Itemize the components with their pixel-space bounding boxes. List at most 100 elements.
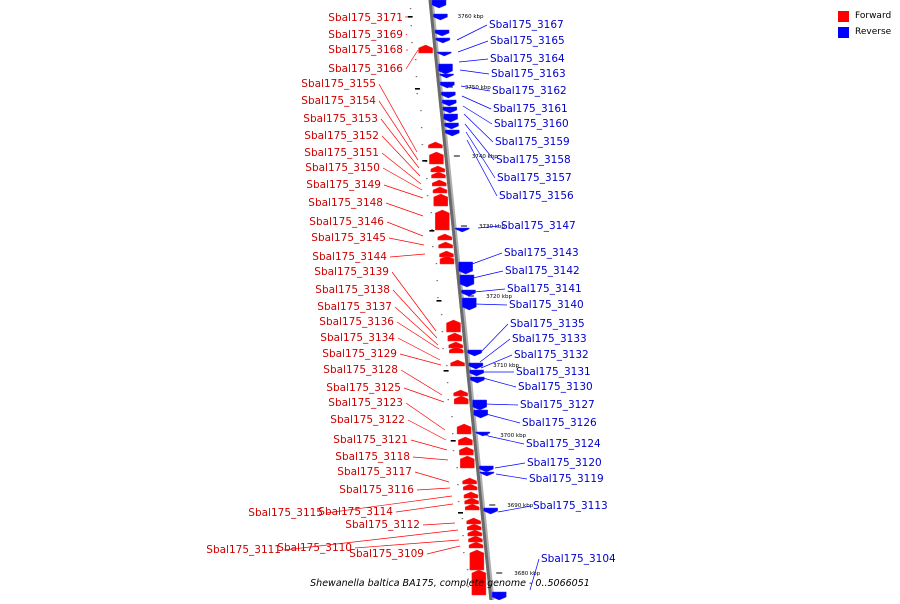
axis-dot bbox=[431, 229, 433, 231]
axis-dot bbox=[416, 93, 418, 95]
reverse-gene-block bbox=[454, 227, 470, 233]
forward-gene-block bbox=[447, 332, 463, 342]
forward-gene-block bbox=[438, 241, 453, 249]
gene-marker bbox=[407, 16, 413, 18]
reverse-gene-block bbox=[441, 91, 456, 99]
forward-gene-connector bbox=[397, 337, 441, 361]
reverse-gene-label: Sbal175_3161 bbox=[493, 103, 568, 115]
forward-gene-label: Sbal175_3166 bbox=[328, 63, 403, 75]
forward-gene-connector bbox=[414, 471, 450, 483]
forward-gene-label: Sbal175_3144 bbox=[312, 251, 387, 263]
reverse-gene-label: Sbal175_3133 bbox=[512, 333, 587, 345]
forward-gene-connector bbox=[325, 495, 453, 514]
forward-gene-connector bbox=[378, 83, 418, 153]
forward-gene-label: Sbal175_3138 bbox=[315, 284, 390, 296]
reverse-gene-connector bbox=[495, 473, 528, 480]
reverse-gene-connector bbox=[460, 85, 491, 92]
reverse-gene-label: Sbal175_3140 bbox=[509, 299, 584, 311]
legend-item-reverse: Reverse bbox=[838, 24, 891, 40]
reverse-gene-label: Sbal175_3163 bbox=[491, 68, 566, 80]
forward-gene-block bbox=[433, 193, 448, 207]
reverse-gene-label: Sbal175_3126 bbox=[522, 417, 597, 429]
axis-dot bbox=[447, 399, 450, 401]
forward-gene-block bbox=[446, 319, 461, 333]
forward-gene-block bbox=[453, 389, 468, 397]
gene-marker bbox=[414, 88, 420, 90]
reverse-gene-connector bbox=[478, 323, 509, 355]
reverse-gene-connector bbox=[473, 288, 506, 293]
forward-gene-label: Sbal175_3116 bbox=[339, 484, 414, 496]
reverse-gene-block bbox=[479, 471, 495, 477]
reverse-gene-label: Sbal175_3113 bbox=[533, 500, 608, 512]
tick-label: 3700 kbp bbox=[500, 433, 526, 439]
reverse-gene-label: Sbal175_3127 bbox=[520, 399, 595, 411]
reverse-gene-block bbox=[444, 129, 460, 137]
forward-gene-block bbox=[466, 517, 481, 525]
reverse-gene-block bbox=[442, 106, 458, 114]
forward-gene-block bbox=[464, 497, 479, 505]
reverse-gene-block bbox=[444, 122, 459, 130]
forward-gene-label: Sbal175_3145 bbox=[311, 232, 386, 244]
axis-dot bbox=[437, 297, 439, 299]
axis-dot bbox=[457, 484, 459, 486]
reverse-gene-label: Sbal175_3130 bbox=[518, 381, 593, 393]
axis-dot bbox=[442, 348, 444, 350]
reverse-gene-connector bbox=[487, 435, 525, 445]
reverse-gene-connector bbox=[480, 354, 513, 369]
forward-gene-block bbox=[456, 423, 472, 435]
forward-gene-connector bbox=[391, 271, 437, 332]
forward-gene-block bbox=[448, 341, 463, 349]
reverse-gene-connector bbox=[497, 505, 532, 513]
forward-gene-connector bbox=[395, 503, 454, 513]
axis-dot bbox=[409, 8, 412, 10]
forward-gene-block bbox=[450, 359, 465, 367]
forward-gene-connector bbox=[381, 135, 421, 177]
reverse-gene-label: Sbal175_3165 bbox=[490, 35, 565, 47]
forward-gene-label: Sbal175_3125 bbox=[326, 382, 401, 394]
gene-marker bbox=[450, 440, 456, 442]
forward-gene-block bbox=[467, 529, 483, 537]
reverse-gene-label: Sbal175_3119 bbox=[529, 473, 604, 485]
axis-dot bbox=[420, 127, 423, 129]
reverse-gene-label: Sbal175_3162 bbox=[492, 85, 567, 97]
forward-gene-block bbox=[462, 483, 478, 491]
reverse-gene-label: Sbal175_3159 bbox=[495, 136, 570, 148]
tick-label: 3710 kbp bbox=[493, 363, 519, 369]
axis-dot bbox=[441, 331, 444, 333]
forward-gene-block bbox=[432, 179, 447, 187]
forward-gene-label: Sbal175_3112 bbox=[345, 519, 420, 531]
reverse-gene-block bbox=[434, 29, 450, 37]
forward-gene-label: Sbal175_3114 bbox=[318, 506, 393, 518]
reverse-gene-block bbox=[441, 99, 457, 107]
forward-gene-block bbox=[464, 503, 480, 511]
legend-swatch-forward bbox=[838, 10, 849, 22]
reverse-gene-block bbox=[435, 37, 451, 44]
gene-marker bbox=[443, 370, 449, 372]
genome-title: Shewanella baltica BA175, complete genom… bbox=[310, 578, 526, 589]
reverse-gene-connector bbox=[529, 558, 540, 591]
forward-gene-block bbox=[466, 523, 482, 531]
reverse-gene-label: Sbal175_3167 bbox=[489, 19, 564, 31]
forward-gene-label: Sbal175_3134 bbox=[320, 332, 395, 344]
reverse-gene-block bbox=[468, 362, 484, 370]
axis-dot bbox=[431, 246, 434, 248]
reverse-gene-label: Sbal175_3132 bbox=[514, 349, 589, 361]
axis-dot bbox=[426, 195, 429, 197]
forward-gene-connector bbox=[380, 118, 420, 169]
forward-gene-label: Sbal175_3146 bbox=[309, 216, 384, 228]
reverse-gene-label: Sbal175_3104 bbox=[541, 553, 616, 565]
axis-dot bbox=[426, 178, 428, 180]
axis-dot bbox=[446, 365, 448, 367]
reverse-gene-connector bbox=[459, 69, 490, 75]
reverse-gene-connector bbox=[464, 123, 495, 161]
gene-marker bbox=[458, 512, 464, 514]
reverse-gene-block bbox=[462, 297, 477, 311]
forward-gene-label: Sbal175_3171 bbox=[328, 12, 403, 24]
axis-dot bbox=[436, 280, 438, 282]
forward-gene-block bbox=[471, 569, 487, 596]
forward-gene-label: Sbal175_3117 bbox=[337, 466, 412, 478]
reverse-gene-label: Sbal175_3135 bbox=[510, 318, 585, 330]
axis-dot bbox=[440, 314, 443, 316]
forward-gene-block bbox=[469, 549, 485, 571]
forward-gene-label: Sbal175_3151 bbox=[304, 147, 379, 159]
